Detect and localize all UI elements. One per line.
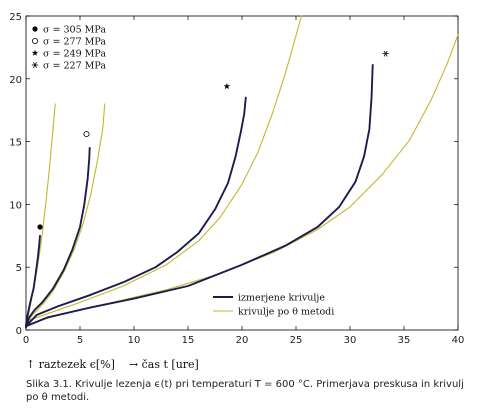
legend-label: krivulje po θ metodi — [238, 307, 334, 318]
measured-curve — [25, 234, 41, 326]
legend-label: σ = 227 MPa — [43, 61, 106, 72]
legend-marker-star — [31, 49, 39, 56]
x-tick-label: 5 — [77, 335, 83, 346]
asterisk-stroke — [33, 62, 37, 68]
y-tick-label: 5 — [16, 263, 22, 274]
rupture-markers — [37, 50, 389, 230]
y-tick-label: 10 — [9, 200, 22, 211]
x-tick-label: 40 — [452, 335, 465, 346]
y-tick-label: 0 — [16, 326, 22, 337]
asterisk-stroke — [383, 50, 388, 57]
x-tick-label: 25 — [290, 335, 303, 346]
x-axis-label: → čas t [ure] — [128, 358, 199, 371]
rupture-marker-filled-circle — [37, 224, 43, 230]
y-tick-label: 15 — [9, 138, 22, 149]
measured-curve — [25, 146, 91, 329]
x-tick-label: 0 — [23, 335, 29, 346]
x-tick-label: 35 — [398, 335, 411, 346]
x-tick-label: 15 — [182, 335, 195, 346]
legend-label: σ = 305 MPa — [43, 25, 106, 36]
legend-marker-filled-circle — [32, 26, 38, 32]
axis-description: ↑ raztezek ϵ[%] → čas t [ure] — [26, 358, 199, 371]
rupture-marker-open-circle — [83, 131, 90, 138]
line-legend: izmerjene krivulje krivulje po θ metodi — [213, 293, 334, 318]
measured-curve — [25, 64, 374, 328]
curve-group — [25, 15, 459, 329]
legend-label: σ = 277 MPa — [43, 37, 106, 48]
legend-label: σ = 249 MPa — [43, 49, 106, 60]
y-tick-label: 20 — [9, 75, 22, 86]
legend-label: izmerjene krivulje — [238, 293, 325, 304]
measured-curve — [25, 96, 247, 328]
figure-caption: Slika 3.1. Krivulje lezenja ϵ(t) pri tem… — [26, 379, 464, 403]
rupture-marker-asterisk — [382, 50, 389, 57]
x-tick-label: 10 — [128, 335, 141, 346]
x-tick-label: 20 — [236, 335, 249, 346]
legend-marker-asterisk — [31, 62, 39, 68]
theta-curve — [25, 15, 302, 322]
theta-curve — [25, 103, 106, 327]
axis-ticks: 0 5 10 15 20 25 30 35 40 0 5 10 15 20 25 — [9, 12, 464, 346]
y-tick-label: 25 — [9, 12, 22, 23]
theta-curve — [25, 34, 459, 326]
y-axis-label: ↑ raztezek ϵ[%] — [26, 358, 115, 371]
x-tick-label: 30 — [344, 335, 357, 346]
legend-marker-open-circle — [32, 38, 39, 45]
rupture-marker-star — [223, 82, 231, 90]
